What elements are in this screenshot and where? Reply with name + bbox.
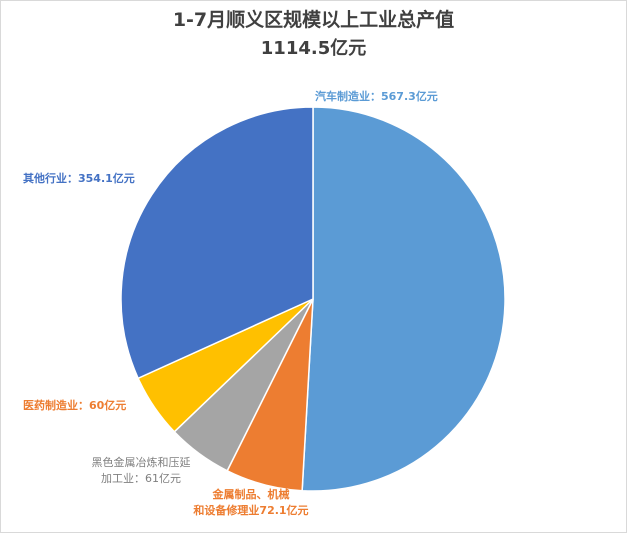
slice-label-pharma: 医药制造业：60亿元	[23, 399, 127, 412]
slice-label-other: 其他行业：354.1亿元	[23, 172, 135, 185]
pie-slice-auto	[301, 106, 506, 492]
slice-label-auto: 汽车制造业：567.3亿元	[315, 90, 438, 103]
pie-slice-other	[120, 106, 314, 380]
slice-label-metal-products: 金属制品、机械 和设备修理业72.1亿元	[193, 488, 309, 517]
slice-label-ferrous-metal: 黑色金属冶炼和压延 加工业：61亿元	[91, 456, 191, 485]
chart-title: 1-7月顺义区规模以上工业总产值	[172, 9, 455, 31]
chart-subtitle: 1114.5亿元	[260, 38, 367, 59]
